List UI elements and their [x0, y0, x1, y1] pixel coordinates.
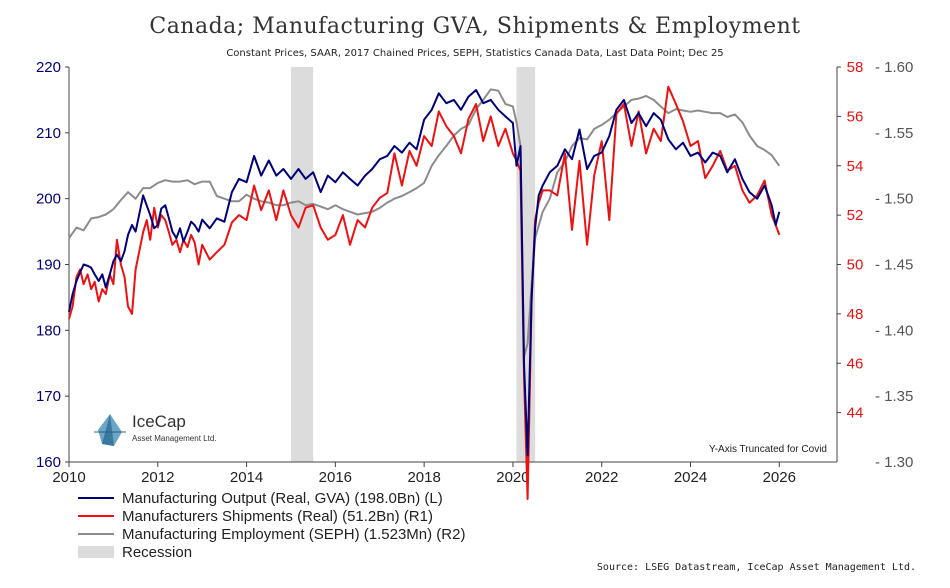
- left-tick-160: 160: [36, 454, 61, 471]
- legend-swatch-shipments: [78, 515, 114, 517]
- shipments-series-line: [68, 85, 781, 500]
- left-tick-190: 190: [36, 257, 61, 274]
- x-tick-2016: 2016: [319, 469, 352, 486]
- right2-tick-5: - 1.55: [875, 125, 913, 142]
- right1-tick-56: 56: [847, 108, 864, 125]
- x-tick-2026: 2026: [763, 469, 796, 486]
- x-tick-2024: 2024: [674, 469, 707, 486]
- right2-tick-0: - 1.30: [875, 454, 913, 471]
- right2-tick-1: - 1.35: [875, 388, 913, 405]
- legend-label-recession: Recession: [122, 543, 193, 561]
- x-tick-2020: 2020: [496, 469, 529, 486]
- legend-item-employment: Manufacturing Employment (SEPH) (1.523Mn…: [78, 525, 465, 543]
- legend-swatch-recession: [78, 546, 114, 558]
- logo-name: IceCap: [132, 412, 186, 431]
- left-tick-170: 170: [36, 388, 61, 405]
- right1-tick-50: 50: [847, 257, 864, 274]
- recession-bands: [290, 67, 536, 462]
- left-tick-200: 200: [36, 191, 61, 208]
- axis-annotation: Y-Axis Truncated for Covid: [709, 444, 827, 455]
- legend-label-employment: Manufacturing Employment (SEPH) (1.523Mn…: [122, 525, 466, 543]
- right1-tick-54: 54: [847, 158, 864, 175]
- axes: 2010 2012 2014 2016 2018 2020 2022 2024 2026 160 1…: [36, 59, 913, 486]
- legend-item-output: Manufacturing Output (Real, GVA) (198.0B…: [78, 489, 465, 507]
- x-tick-2014: 2014: [230, 469, 263, 486]
- chart-title: Canada; Manufacturing GVA, Shipments & E…: [149, 14, 801, 39]
- left-tick-180: 180: [36, 322, 61, 339]
- legend-label-output: Manufacturing Output (Real, GVA) (198.0B…: [122, 489, 443, 507]
- left-tick-210: 210: [36, 125, 61, 142]
- legend-item-recession: Recession: [78, 543, 465, 561]
- x-tick-2012: 2012: [141, 469, 174, 486]
- logo-tagline: Asset Management Ltd.: [132, 434, 217, 443]
- employment-series-line: [68, 88, 781, 358]
- series-lines: [68, 85, 781, 500]
- icecap-logo: IceCap Asset Management Ltd.: [92, 412, 252, 452]
- left-tick-220: 220: [36, 59, 61, 76]
- legend-swatch-employment: [78, 533, 114, 535]
- x-tick-2010: 2010: [52, 469, 85, 486]
- x-tick-2018: 2018: [407, 469, 440, 486]
- right1-tick-58: 58: [847, 59, 864, 76]
- legend: Manufacturing Output (Real, GVA) (198.0B…: [78, 489, 465, 561]
- chart-subtitle: Constant Prices, SAAR, 2017 Chained Pric…: [226, 48, 724, 59]
- right1-tick-48: 48: [847, 306, 864, 323]
- right2-tick-3: - 1.45: [875, 257, 913, 274]
- legend-item-shipments: Manufacturers Shipments (Real) (51.2Bn) …: [78, 507, 465, 525]
- right2-tick-4: - 1.50: [875, 191, 913, 208]
- x-tick-2022: 2022: [585, 469, 618, 486]
- recession-band-0: [290, 67, 314, 462]
- right1-tick-52: 52: [847, 207, 864, 224]
- right2-tick-6: - 1.60: [875, 59, 913, 76]
- output-series-line: [68, 89, 781, 457]
- right1-tick-44: 44: [847, 405, 864, 422]
- source-note: Source: LSEG Datastream, IceCap Asset Ma…: [596, 562, 916, 573]
- right2-tick-2: - 1.40: [875, 322, 913, 339]
- legend-swatch-output: [78, 497, 114, 499]
- legend-label-shipments: Manufacturers Shipments (Real) (51.2Bn) …: [122, 507, 433, 525]
- iceberg-icon: [94, 414, 126, 446]
- right1-tick-46: 46: [847, 355, 864, 372]
